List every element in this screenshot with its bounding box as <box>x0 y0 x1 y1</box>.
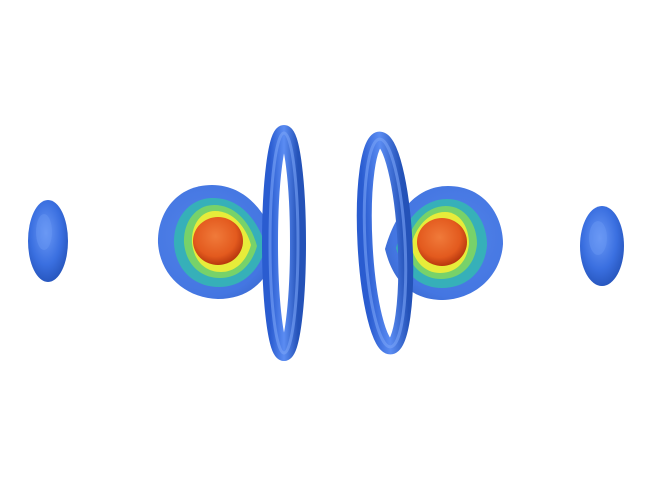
left-ring-torus <box>262 125 306 361</box>
left-outer-lens-blob <box>28 200 68 282</box>
right-ring-torus <box>356 131 414 355</box>
left-lobe-isosurface <box>157 185 278 299</box>
right-outer-lens-blob <box>580 206 624 286</box>
right-lobe-isosurface <box>385 186 503 300</box>
